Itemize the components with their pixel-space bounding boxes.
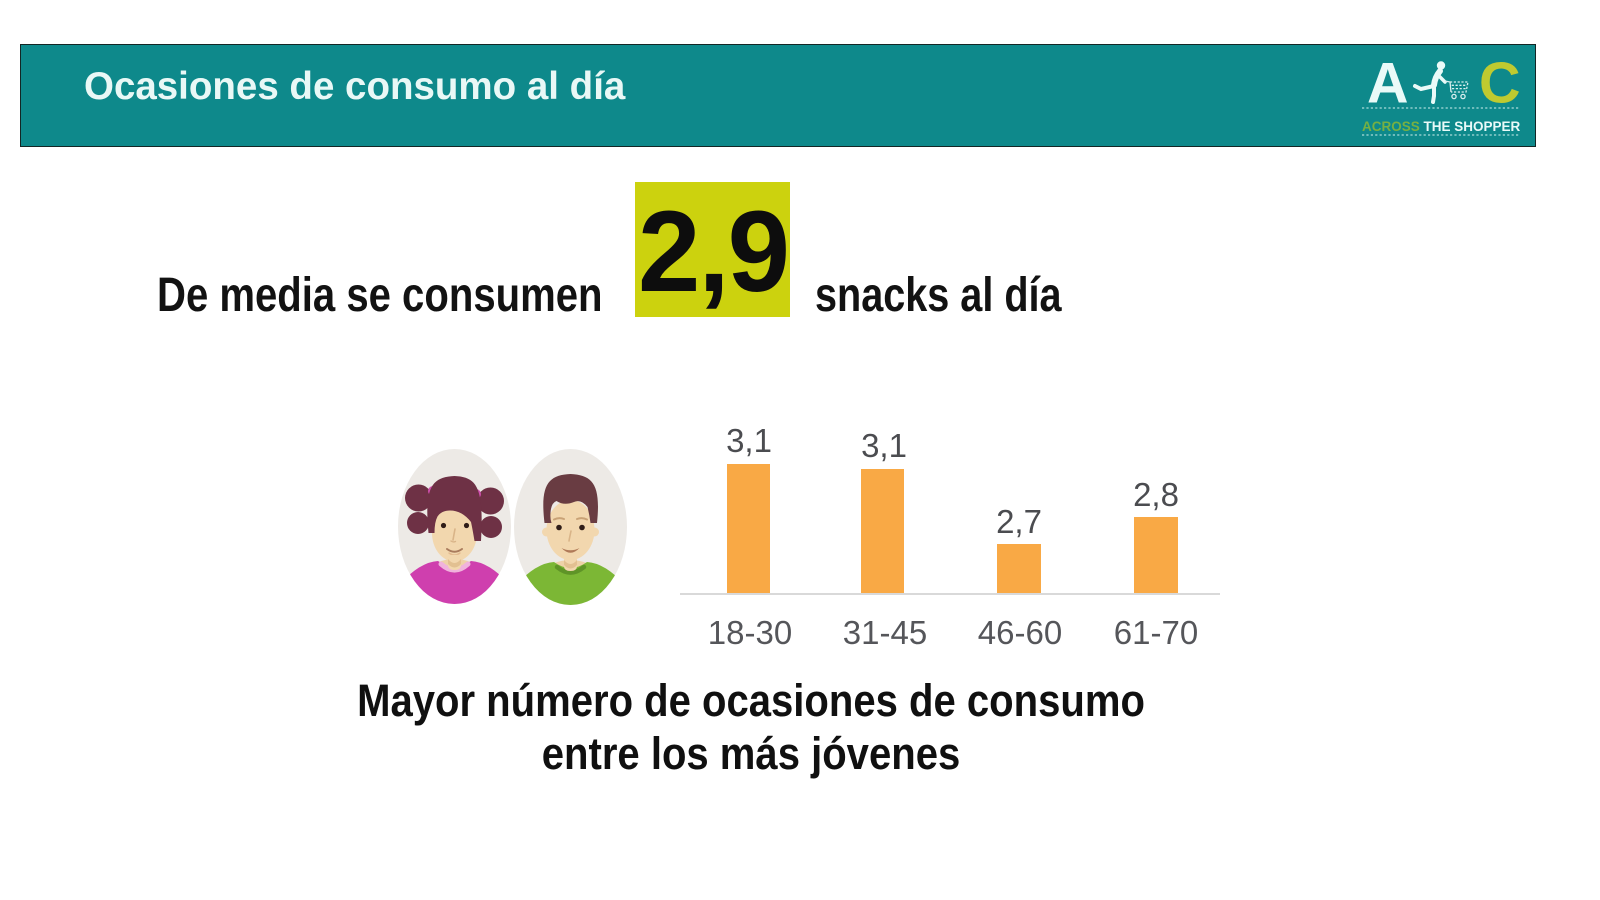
svg-text:A: A: [1367, 52, 1409, 116]
svg-text:ACROSS THE SHOPPER: ACROSS THE SHOPPER: [1362, 119, 1521, 134]
svg-text:C: C: [1479, 52, 1521, 116]
